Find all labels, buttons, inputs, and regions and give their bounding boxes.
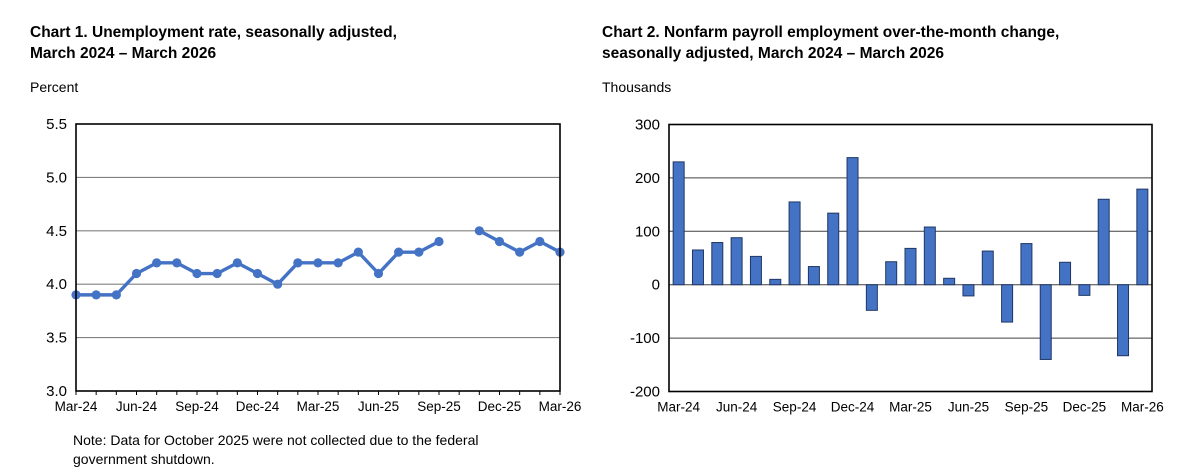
chart2-x-tick-label: Jun-24: [716, 400, 758, 415]
chart1-x-tick-label: Mar-26: [539, 399, 582, 414]
chart1-marker: [373, 268, 384, 279]
chart2-x-tick-label: Mar-24: [657, 400, 700, 415]
chart2-x-tick-label: Sep-24: [773, 400, 817, 415]
chart1-marker: [293, 258, 303, 268]
chart2-bar: [672, 161, 685, 286]
chart2-bar: [885, 261, 898, 286]
chart2-x-tick-label: Mar-26: [1121, 400, 1164, 415]
chart2-x-tick-label: Mar-25: [889, 400, 932, 415]
chart1-marker: [353, 247, 363, 257]
chart2-bar: [1020, 243, 1033, 286]
chart2-bar: [1059, 261, 1072, 286]
chart2-y-tick-label: 0: [652, 277, 660, 294]
chart1-marker: [535, 236, 545, 247]
chart1-marker: [414, 247, 424, 257]
chart1-marker: [313, 258, 323, 268]
chart1-panel: Chart 1. Unemployment rate, seasonally a…: [30, 24, 479, 467]
chart1-marker: [252, 268, 263, 279]
chart1-y-tick-label: 5.5: [46, 116, 67, 133]
chart2-bar: [962, 284, 975, 297]
chart1-title: Chart 1. Unemployment rate, seasonally a…: [30, 24, 397, 62]
chart2-y-tick-label: 200: [635, 170, 660, 187]
chart2-bar: [691, 249, 704, 286]
chart2-bar: [904, 247, 917, 286]
chart1-unit-label: Percent: [30, 79, 79, 95]
chart2-y-tick-label: -100: [630, 330, 660, 347]
chart1-x-tick-label: Mar-25: [297, 399, 340, 414]
chart2-bar: [749, 255, 762, 286]
chart1-y-tick-label: 4.5: [46, 223, 67, 240]
chart2-x-tick-label: Jun-25: [948, 400, 989, 415]
chart1-x-tick-label: Dec-24: [236, 399, 280, 414]
chart2-x-tick-label: Sep-25: [1005, 400, 1049, 415]
chart2-y-tick-label: 300: [635, 117, 660, 134]
chart1-y-tick-label: 3.5: [46, 330, 67, 347]
chart2-bar: [1136, 188, 1149, 286]
chart2-bar: [807, 266, 820, 286]
chart1-x-tick-label: Sep-25: [417, 399, 461, 414]
chart1-marker: [333, 258, 343, 268]
chart2-plot-border: [668, 123, 1153, 393]
chart1-marker: [232, 258, 242, 268]
chart2-bar: [943, 277, 956, 286]
chart1-y-tick-label: 4.0: [46, 276, 67, 293]
chart2-bar: [981, 250, 994, 286]
chart1-marker: [131, 268, 142, 279]
chart2-y-tick-label: -200: [630, 384, 660, 401]
chart1-marker: [91, 290, 101, 300]
chart2-bar: [769, 278, 782, 286]
chart1-x-tick-label: Mar-24: [55, 399, 98, 414]
chart2-unit-label: Thousands: [602, 79, 672, 95]
chart1-marker: [192, 268, 202, 279]
chart2-bar: [1117, 284, 1130, 357]
chart2-bar: [1078, 284, 1091, 296]
chart1-x-tick-label: Sep-24: [175, 399, 219, 414]
chart1-marker: [434, 236, 444, 247]
chart2-x-tick-label: Dec-25: [1063, 400, 1107, 415]
chart1-plot-border: [75, 123, 561, 392]
chart2-bar: [1001, 284, 1014, 323]
chart1-x-tick-label: Jun-25: [358, 399, 399, 414]
chart1-line: [74, 239, 441, 297]
chart2-bar: [788, 201, 801, 286]
chart2-title: Chart 2. Nonfarm payroll employment over…: [602, 24, 1060, 62]
chart1-marker: [152, 258, 162, 268]
chart2-bar: [827, 212, 840, 286]
chart1-x-tick-label: Dec-25: [478, 399, 522, 414]
chart1-y-tick-label: 3.0: [46, 383, 67, 400]
chart1-note: Note: Data for October 2025 were not col…: [73, 432, 479, 467]
chart1-y-tick-label: 5.0: [46, 169, 67, 186]
chart1-marker: [212, 268, 222, 279]
chart1-marker: [474, 226, 484, 236]
chart1-x-tick-label: Jun-24: [116, 399, 158, 414]
chart2-bar: [923, 226, 936, 286]
chart2-bar: [730, 237, 743, 286]
chart1-marker: [273, 279, 283, 289]
chart2-bar: [846, 157, 859, 286]
chart1-marker: [494, 236, 505, 247]
chart2-bar: [1039, 284, 1052, 360]
chart2-y-tick-label: 100: [635, 223, 660, 240]
chart2-x-tick-label: Dec-24: [831, 400, 875, 415]
chart2-bar: [711, 242, 724, 286]
chart2-panel: Chart 2. Nonfarm payroll employment over…: [596, 0, 1192, 474]
chart1-marker: [515, 247, 525, 257]
chart1-marker: [172, 258, 182, 268]
chart1-marker: [394, 247, 404, 257]
chart1-marker: [111, 290, 121, 300]
chart2-bar: [1097, 198, 1110, 286]
chart2-bar: [865, 284, 878, 311]
